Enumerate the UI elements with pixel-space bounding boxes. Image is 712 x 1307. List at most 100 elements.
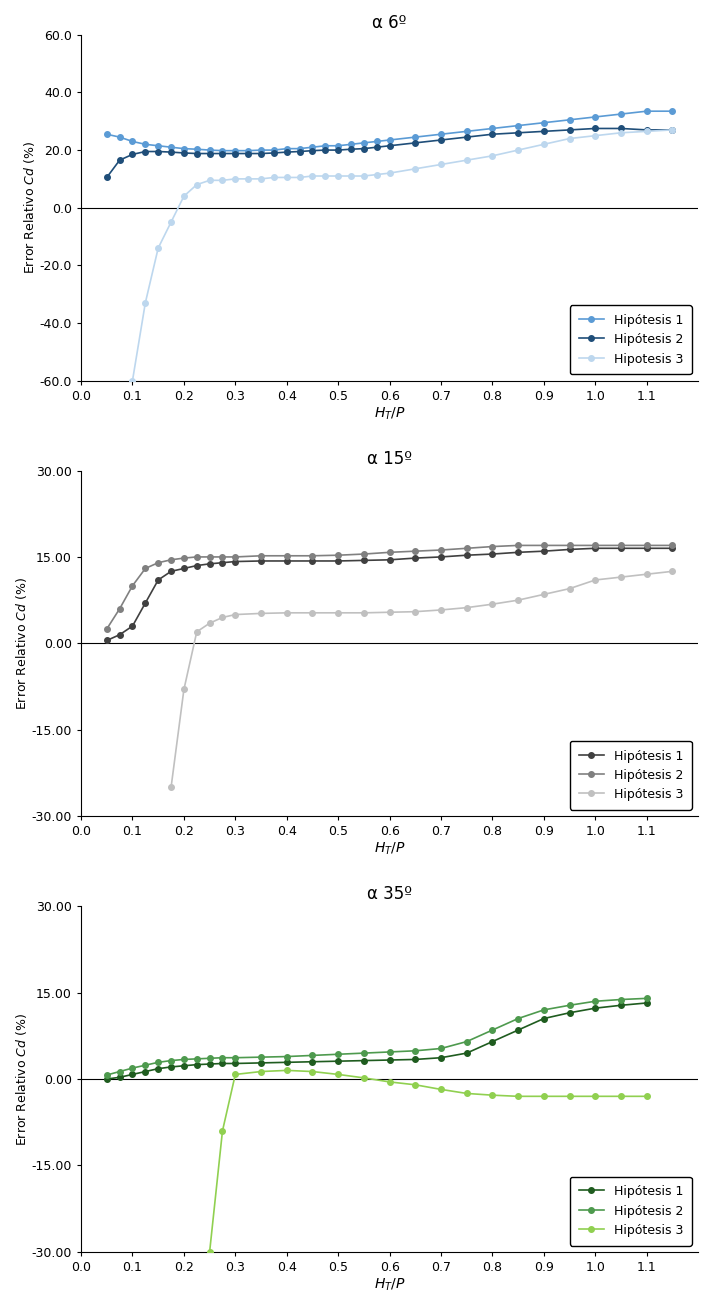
Line: Hipotesis 3: Hipotesis 3: [130, 127, 675, 383]
Hipótesis 2: [167, 1052, 175, 1068]
Hipótesis 2: [642, 537, 651, 553]
Hipótesis 1: [617, 106, 625, 122]
Hipótesis 2: [334, 1047, 342, 1063]
Hipótesis 2: [463, 129, 471, 145]
Hipótesis 1: [514, 545, 523, 561]
Hipótesis 2: [436, 1040, 445, 1056]
Hipótesis 1: [617, 997, 625, 1013]
Hipótesis 2: [308, 548, 317, 563]
Hipótesis 2: [141, 1057, 150, 1073]
Hipótesis 3: [617, 570, 625, 586]
Hipótesis 1: [565, 1005, 574, 1021]
Hipótesis 1: [128, 618, 137, 634]
Hipótesis 3: [436, 1082, 445, 1098]
Hipótesis 1: [270, 142, 278, 158]
Hipótesis 1: [167, 563, 175, 579]
Title: α 6º: α 6º: [372, 14, 407, 31]
Hipótesis 1: [668, 103, 676, 119]
Hipótesis 1: [463, 123, 471, 139]
Hipotesis 3: [321, 169, 330, 184]
Hipótesis 2: [411, 544, 419, 559]
Hipótesis 1: [642, 103, 651, 119]
Hipótesis 3: [565, 1089, 574, 1104]
Legend: Hipótesis 1, Hipótesis 2, Hipotesis 3: Hipótesis 1, Hipótesis 2, Hipotesis 3: [570, 306, 692, 374]
Hipótesis 3: [642, 566, 651, 582]
Hipótesis 1: [514, 118, 523, 133]
Hipótesis 1: [103, 633, 111, 648]
Hipótesis 2: [617, 120, 625, 136]
Line: Hipótesis 2: Hipótesis 2: [104, 996, 649, 1078]
Hipotesis 3: [334, 169, 342, 184]
Hipótesis 2: [385, 1044, 394, 1060]
Hipótesis 3: [488, 596, 497, 612]
Hipótesis 3: [283, 605, 291, 621]
Hipótesis 1: [283, 141, 291, 157]
Hipótesis 1: [257, 142, 266, 158]
Hipotesis 3: [231, 171, 240, 187]
Hipótesis 3: [257, 1064, 266, 1080]
Hipótesis 1: [115, 129, 124, 145]
Hipótesis 1: [154, 1061, 162, 1077]
Hipótesis 1: [591, 1000, 600, 1016]
Hipótesis 2: [128, 146, 137, 162]
Hipótesis 3: [385, 1074, 394, 1090]
Hipótesis 3: [218, 609, 226, 625]
Hipótesis 2: [192, 145, 201, 161]
Hipótesis 2: [179, 550, 188, 566]
Hipótesis 1: [257, 553, 266, 569]
Hipótesis 2: [565, 122, 574, 137]
Hipótesis 1: [411, 550, 419, 566]
Hipótesis 2: [385, 545, 394, 561]
Hipótesis 2: [321, 142, 330, 158]
Hipótesis 1: [283, 553, 291, 569]
Hipotesis 3: [205, 173, 214, 188]
Y-axis label: Error Relativo $Cd$ (%): Error Relativo $Cd$ (%): [14, 576, 29, 710]
Hipótesis 2: [231, 549, 240, 565]
Hipótesis 2: [308, 142, 317, 158]
Hipótesis 2: [411, 1043, 419, 1059]
Hipótesis 2: [257, 1050, 266, 1065]
Hipótesis 2: [668, 122, 676, 137]
Hipótesis 2: [540, 537, 548, 553]
Hipótesis 1: [488, 1034, 497, 1050]
Hipótesis 2: [154, 144, 162, 159]
Hipótesis 3: [591, 1089, 600, 1104]
Hipótesis 2: [591, 993, 600, 1009]
Hipótesis 2: [115, 153, 124, 169]
Hipótesis 3: [591, 572, 600, 588]
Hipótesis 2: [115, 601, 124, 617]
Hipótesis 2: [103, 1067, 111, 1082]
Hipótesis 2: [192, 549, 201, 565]
Hipótesis 3: [192, 623, 201, 639]
Hipótesis 1: [385, 1052, 394, 1068]
Hipótesis 1: [154, 572, 162, 588]
Hipótesis 3: [218, 1123, 226, 1138]
Hipótesis 3: [668, 563, 676, 579]
Hipotesis 3: [179, 188, 188, 204]
Hipótesis 1: [334, 553, 342, 569]
Hipótesis 3: [411, 604, 419, 620]
Hipotesis 3: [244, 171, 253, 187]
Hipótesis 3: [179, 682, 188, 698]
Hipótesis 1: [591, 108, 600, 124]
Hipótesis 1: [488, 120, 497, 136]
Hipótesis 1: [141, 1064, 150, 1080]
Hipotesis 3: [154, 240, 162, 256]
Hipotesis 3: [642, 123, 651, 139]
Hipótesis 1: [463, 1046, 471, 1061]
Hipotesis 3: [565, 131, 574, 146]
Hipótesis 1: [128, 1067, 137, 1082]
Hipótesis 2: [565, 997, 574, 1013]
Hipótesis 2: [270, 145, 278, 161]
Legend: Hipótesis 1, Hipótesis 2, Hipótesis 3: Hipótesis 1, Hipótesis 2, Hipótesis 3: [570, 741, 692, 810]
Hipotesis 3: [347, 169, 355, 184]
Hipótesis 2: [463, 541, 471, 557]
Hipótesis 1: [218, 142, 226, 158]
Hipótesis 1: [347, 136, 355, 152]
Hipótesis 1: [154, 139, 162, 154]
Hipótesis 2: [668, 537, 676, 553]
Hipótesis 1: [244, 142, 253, 158]
Hipótesis 2: [514, 1010, 523, 1026]
Hipótesis 2: [192, 1051, 201, 1067]
Hipótesis 1: [540, 1010, 548, 1026]
